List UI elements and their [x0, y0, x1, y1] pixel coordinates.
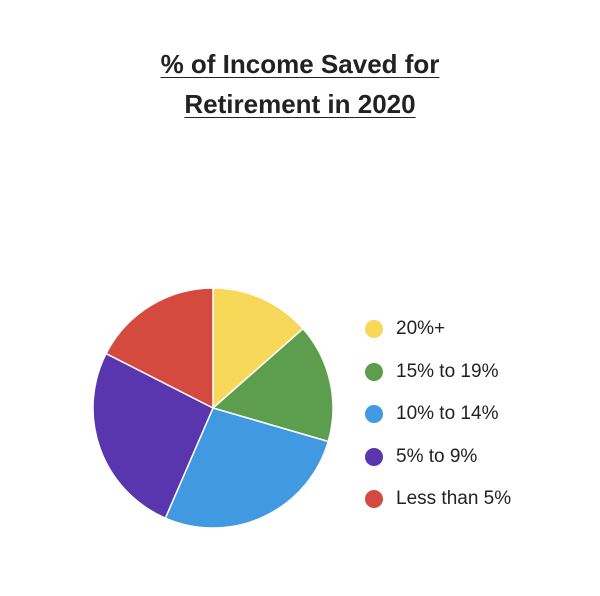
legend-swatch — [365, 447, 383, 466]
pie-slice-5-to-9 — [92, 352, 214, 519]
legend-swatch — [365, 362, 383, 381]
chart-title-line-1: % of Income Saved for — [160, 49, 440, 79]
legend-swatch — [365, 405, 383, 424]
pie-slice-15-to-19 — [212, 327, 334, 443]
legend-item: 10% to 14% — [365, 393, 511, 436]
legend-label: Less than 5% — [396, 488, 512, 510]
legend-item: 15% to 19% — [365, 351, 511, 394]
legend-label: 15% to 19% — [396, 360, 499, 382]
legend-label: 5% to 9% — [396, 445, 478, 467]
legend-item: 5% to 9% — [365, 436, 511, 479]
legend-item: 20%+ — [365, 308, 511, 351]
legend-label: 10% to 14% — [396, 403, 499, 425]
pie-slice-20 — [212, 287, 304, 409]
chart-title-line-2: Retirement in 2020 — [184, 89, 416, 119]
chart-title: % of Income Saved for Retirement in 2020 — [0, 44, 600, 124]
legend-swatch — [365, 490, 383, 509]
legend-label: 20%+ — [396, 318, 446, 340]
chart-legend: 20%+ 15% to 19% 10% to 14% 5% to 9% Less tha… — [365, 308, 511, 521]
pie-slice-10-to-14 — [164, 407, 329, 529]
pie-slice-less-than-5 — [105, 287, 214, 409]
legend-item: Less than 5% — [365, 478, 511, 521]
legend-swatch — [365, 320, 383, 339]
